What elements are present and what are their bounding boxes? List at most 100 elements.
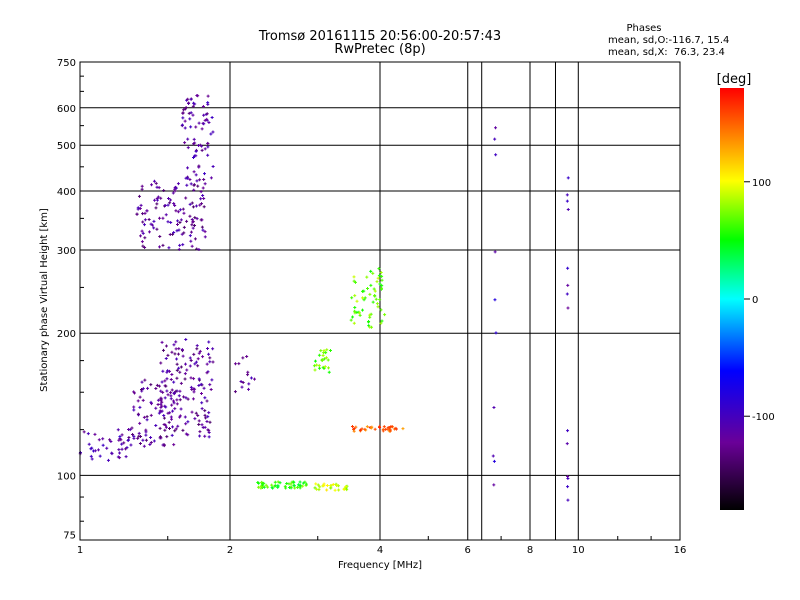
data-point [140,184,144,188]
data-point [154,181,158,185]
data-point [201,228,205,232]
data-point [195,344,199,348]
data-point [371,271,375,275]
data-point [165,377,169,381]
data-point [192,387,196,391]
data-point [127,436,131,440]
data-point [171,191,175,195]
data-point [145,418,149,422]
data-point [168,426,172,430]
data-point [183,141,187,145]
data-point [210,378,214,382]
data-point [117,448,121,452]
data-point [211,130,215,134]
data-point [141,387,145,391]
data-point [373,294,377,298]
data-point [208,356,212,360]
data-point [166,220,170,224]
data-point [163,428,167,432]
data-point [169,391,173,395]
data-point [207,121,211,125]
data-point [209,132,213,136]
data-point [143,218,147,222]
data-point [270,483,274,487]
data-point [145,415,149,419]
data-point [148,443,152,447]
data-point [186,137,190,141]
data-point [155,227,159,231]
data-point [178,208,182,212]
data-point [193,237,197,241]
data-point [368,315,372,319]
data-point [240,385,244,389]
data-point [168,233,172,237]
chart-subtitle: RwPretec (8p) [334,42,425,57]
data-point [157,216,161,220]
y-tick-label: 750 [57,58,76,69]
data-point [203,425,207,429]
data-point [173,203,177,207]
data-point [313,486,317,490]
data-point [209,176,213,180]
data-point [166,203,170,207]
data-point [491,454,495,458]
data-point [328,348,332,352]
data-point [373,289,377,293]
data-point [162,444,166,448]
data-point [129,443,133,447]
data-point [179,407,183,411]
data-point [211,360,215,364]
data-point [183,372,187,376]
data-point [106,458,110,462]
data-point [203,235,207,239]
data-point [90,457,94,461]
data-point [140,240,144,244]
data-point [380,284,384,288]
data-point [335,483,339,487]
data-point [197,247,201,251]
data-point [194,204,198,208]
data-point [362,298,366,302]
data-point [566,485,570,489]
data-point [211,164,215,168]
data-point [143,246,147,250]
data-point [566,207,570,211]
colorbar-tick-label: 0 [752,295,758,306]
data-point [187,101,191,105]
data-point [233,390,237,394]
data-point [365,275,369,279]
data-point [168,411,172,415]
data-point [193,417,197,421]
colorbar-tick-label: -100 [752,412,775,423]
data-point [207,435,211,439]
data-point [206,347,210,351]
data-point [566,476,570,480]
data-point [189,230,193,234]
data-point [157,411,161,415]
data-point [182,395,186,399]
data-point [138,395,142,399]
data-point [320,358,324,362]
data-point [184,176,188,180]
data-point [194,149,198,153]
data-point [380,286,384,290]
data-point [124,447,128,451]
data-point [173,187,177,191]
data-point [205,117,209,121]
data-point [179,365,183,369]
data-point [192,142,196,146]
data-point [202,172,206,176]
data-point [202,205,206,209]
y-tick-label: 75 [63,530,76,541]
data-point [182,211,186,215]
data-point [175,402,179,406]
data-point [181,116,185,120]
data-point [140,380,144,384]
data-point [197,121,201,125]
data-point [190,244,194,248]
data-point [163,203,167,207]
data-point [143,236,147,240]
data-point [166,353,170,357]
data-point [185,183,189,187]
data-point [379,270,383,274]
